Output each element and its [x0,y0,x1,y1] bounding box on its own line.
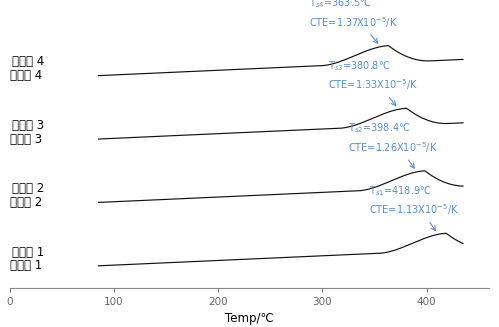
Text: T$_{s4}$=363.5℃
CTE=1.37X10$^{-5}$/K: T$_{s4}$=363.5℃ CTE=1.37X10$^{-5}$/K [309,0,398,43]
Text: 实施例 1: 实施例 1 [10,259,42,272]
Text: T$_{s1}$=418.9℃
CTE=1.13X10$^{-5}$/K: T$_{s1}$=418.9℃ CTE=1.13X10$^{-5}$/K [369,184,460,231]
Text: 实施例 4: 实施例 4 [10,69,42,82]
X-axis label: Temp/℃: Temp/℃ [225,312,274,325]
Text: 实施例 2: 实施例 2 [12,182,44,195]
Text: 实施例 1: 实施例 1 [12,246,44,259]
Text: T$_{s3}$=380.8℃
CTE=1.33X10$^{-5}$/K: T$_{s3}$=380.8℃ CTE=1.33X10$^{-5}$/K [328,59,418,106]
Text: 实施例 3: 实施例 3 [12,119,44,132]
Text: 实施例 4: 实施例 4 [12,55,44,68]
Text: T$_{s2}$=398.4℃
CTE=1.26X10$^{-5}$/K: T$_{s2}$=398.4℃ CTE=1.26X10$^{-5}$/K [348,122,438,168]
Text: 实施例 2: 实施例 2 [10,196,42,209]
Text: 实施例 3: 实施例 3 [10,132,42,146]
